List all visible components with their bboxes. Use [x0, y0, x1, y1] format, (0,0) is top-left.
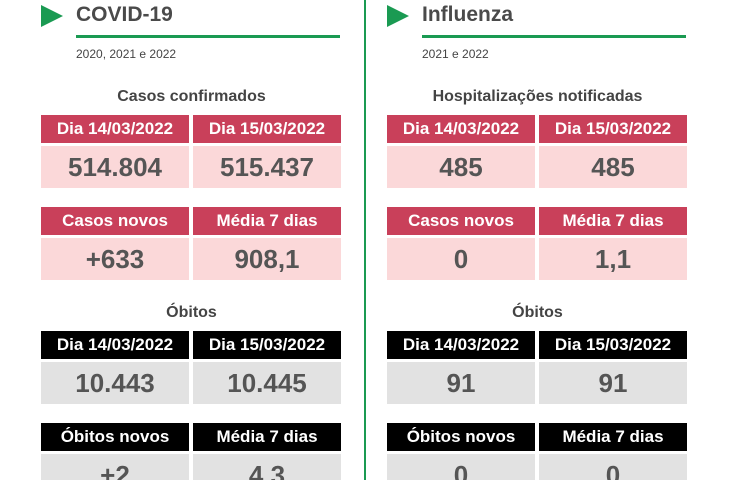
value-cell: 1,1	[539, 238, 687, 280]
value-cell: 4,3	[193, 454, 341, 480]
header-cell: Dia 14/03/2022	[387, 331, 535, 359]
header-cell: Média 7 dias	[193, 423, 341, 451]
header-cell: Dia 14/03/2022	[41, 115, 189, 143]
header-cell: Óbitos novos	[41, 423, 189, 451]
header-cell: Dia 15/03/2022	[539, 331, 687, 359]
column-subtitle: 2021 e 2022	[422, 47, 489, 61]
title-arrow	[387, 5, 409, 27]
value-cell: 0	[387, 238, 535, 280]
value-cell: 91	[539, 362, 687, 404]
header-cell: Média 7 dias	[193, 207, 341, 235]
value-cell: 515.437	[193, 146, 341, 188]
divider	[364, 0, 366, 480]
title-underline	[76, 35, 340, 38]
header-cell: Dia 15/03/2022	[539, 115, 687, 143]
title-arrow	[41, 5, 63, 27]
header-cell: Dia 15/03/2022	[193, 115, 341, 143]
title-underline	[422, 35, 686, 38]
value-cell: 0	[539, 454, 687, 480]
header-cell: Dia 14/03/2022	[387, 115, 535, 143]
value-cell: 10.443	[41, 362, 189, 404]
value-cell: 91	[387, 362, 535, 404]
header-cell: Óbitos novos	[387, 423, 535, 451]
section-label: Óbitos	[512, 304, 563, 321]
header-cell: Média 7 dias	[539, 207, 687, 235]
section-label: Óbitos	[166, 304, 217, 321]
section-label: Casos confirmados	[117, 88, 266, 105]
section-label: Hospitalizações notificadas	[432, 88, 643, 105]
value-cell: 10.445	[193, 362, 341, 404]
column-title: COVID-19	[76, 3, 173, 26]
header-cell: Média 7 dias	[539, 423, 687, 451]
header-cell: Casos novos	[41, 207, 189, 235]
header-cell: Casos novos	[387, 207, 535, 235]
header-cell: Dia 15/03/2022	[193, 331, 341, 359]
column-title: Influenza	[422, 3, 514, 26]
value-cell: 908,1	[193, 238, 341, 280]
value-cell: 0	[387, 454, 535, 480]
value-cell: 485	[387, 146, 535, 188]
value-cell: 485	[539, 146, 687, 188]
value-cell: +2	[41, 454, 189, 480]
value-cell: +633	[41, 238, 189, 280]
header-cell: Dia 14/03/2022	[41, 331, 189, 359]
value-cell: 514.804	[41, 146, 189, 188]
column-subtitle: 2020, 2021 e 2022	[76, 47, 177, 61]
